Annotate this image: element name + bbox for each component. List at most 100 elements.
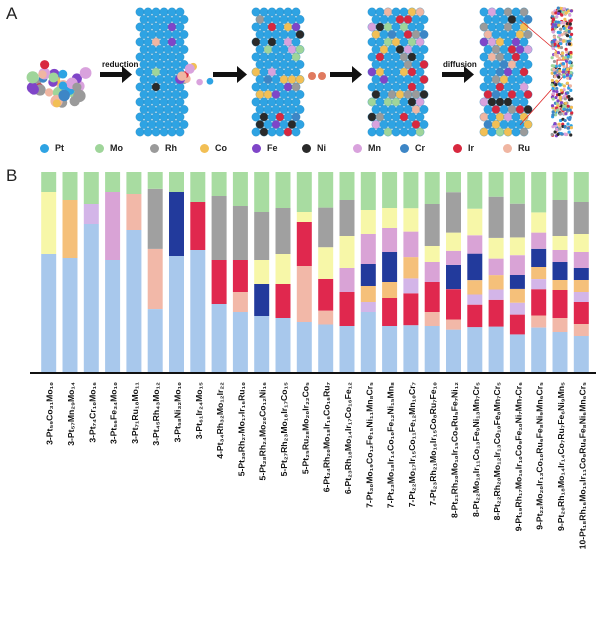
atom (407, 7, 417, 17)
atom (375, 7, 385, 17)
atom (564, 112, 568, 116)
atom (551, 125, 555, 129)
bars (41, 172, 589, 372)
atom (523, 105, 533, 114)
atom (179, 30, 189, 39)
atom (568, 22, 572, 26)
atom (557, 56, 561, 60)
atom (553, 121, 557, 126)
atom (419, 75, 429, 84)
bar-segment-rh (488, 196, 504, 238)
atom (566, 54, 570, 59)
atom (295, 75, 305, 84)
atom (564, 11, 568, 15)
atom (171, 60, 181, 69)
atom (569, 55, 573, 59)
atom (403, 30, 413, 39)
atom (555, 90, 559, 94)
atom (511, 127, 521, 137)
atom (371, 120, 381, 129)
atom (271, 60, 281, 69)
atom (399, 127, 409, 137)
atom (551, 12, 555, 16)
atom (283, 97, 293, 107)
atom (550, 56, 554, 60)
atom (151, 52, 161, 62)
bar-segment-pt (360, 312, 376, 372)
atom (562, 107, 566, 111)
atom (511, 7, 521, 17)
atom (379, 30, 389, 39)
atom (558, 83, 562, 87)
precursor-cluster (26, 60, 92, 108)
bar-segment-ir (552, 290, 568, 318)
atom (251, 67, 261, 77)
bar-segment-pt (573, 336, 589, 372)
atom (171, 120, 181, 129)
bar-segment-ir (573, 302, 589, 324)
atom (415, 7, 425, 17)
atom (511, 52, 521, 62)
atom (553, 71, 557, 75)
atom (552, 64, 556, 68)
atom (491, 75, 501, 84)
atom (487, 37, 497, 47)
atom (167, 7, 177, 17)
atom (167, 82, 177, 92)
atom (550, 132, 554, 137)
atom (562, 26, 566, 30)
bar-segment-ni (360, 264, 376, 286)
atom (395, 30, 405, 39)
atom (507, 15, 517, 24)
atom (367, 7, 377, 17)
bar-segment-mo (83, 172, 99, 204)
atom (279, 105, 289, 114)
atom (155, 90, 165, 99)
legend-swatch (353, 143, 362, 153)
bar-segment-cr (360, 302, 376, 312)
x-tick-label: 8-Pt₂₂Mo₁₈Ir₁₁Co₁₃Fe₉Ni₁₃Mn₇Cr₅ (471, 382, 481, 517)
atom (251, 22, 261, 32)
atom (407, 52, 417, 62)
atom (259, 97, 269, 107)
atom (567, 98, 572, 102)
atom (367, 112, 377, 122)
atom (566, 91, 570, 95)
atom (251, 37, 261, 47)
atom (415, 97, 425, 107)
bar-segment-co (467, 208, 483, 236)
atom (569, 37, 573, 41)
atom (568, 13, 572, 17)
bar-segment-co (41, 192, 57, 254)
atom (44, 88, 54, 97)
atom (367, 52, 377, 62)
bar-segment-pt (126, 230, 142, 372)
atom (562, 84, 566, 88)
bar-segment-pt (190, 250, 206, 372)
atom (560, 33, 564, 37)
bar-segment-mo (318, 172, 334, 208)
atom (171, 105, 181, 114)
bar-segment-mn (488, 275, 504, 290)
bar-segment-mo (41, 172, 57, 192)
atom (383, 127, 393, 137)
bar-segment-co (275, 254, 291, 284)
bar-segment-pt (254, 316, 270, 372)
atom (487, 97, 497, 107)
atom (511, 97, 521, 107)
bar-segment-fe (360, 234, 376, 264)
atom (411, 105, 421, 114)
bar-segment-ru (232, 292, 248, 312)
bar-segment-rh (509, 203, 525, 238)
atom (551, 110, 555, 114)
atom (163, 75, 173, 84)
legend-swatch (252, 143, 261, 153)
bar-segment-pt (41, 254, 57, 372)
legend-swatch (503, 143, 512, 153)
bar-segment-fe (424, 262, 440, 282)
atom (143, 82, 153, 92)
atom (279, 15, 289, 24)
atom (287, 90, 297, 99)
bar-segment-fe (573, 252, 589, 268)
bar-segment-ru (424, 312, 440, 326)
